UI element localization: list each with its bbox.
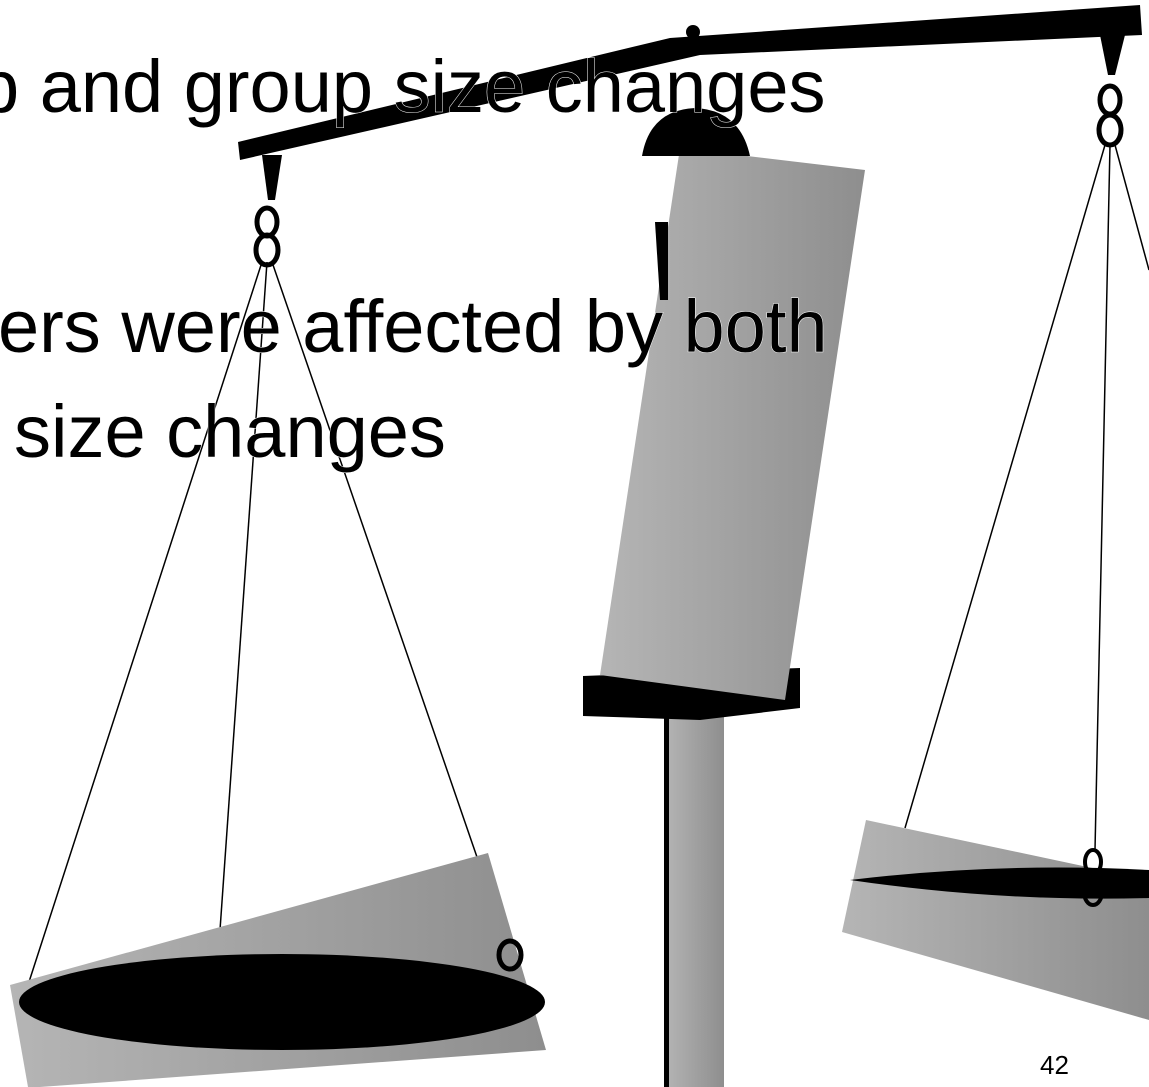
slide-text: ers were affected by both xyxy=(0,290,828,364)
balance-scale xyxy=(0,0,1149,1087)
slide-text: p and group size changes xyxy=(0,50,826,124)
page-number: 42 xyxy=(1040,1050,1069,1081)
slide-text: size changes xyxy=(14,395,446,469)
slide: {"slide": {"lines": ["p and group size c… xyxy=(0,0,1149,1087)
